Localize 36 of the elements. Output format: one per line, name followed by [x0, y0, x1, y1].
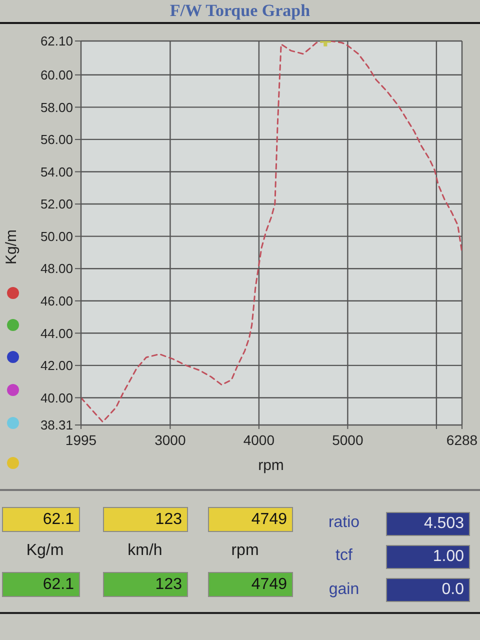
value-field: 4749	[208, 507, 293, 532]
y-tick-label: 40.00	[40, 390, 73, 406]
value-field: 62.1	[2, 507, 80, 532]
text: tcf	[334, 546, 354, 566]
y-tick-label: 60.00	[40, 68, 73, 83]
y-tick-label: 54.00	[40, 164, 73, 180]
value-field: 62.1	[2, 572, 80, 597]
y-tick-label: 48.00	[40, 261, 73, 276]
y-tick-label: 44.00	[40, 326, 73, 341]
text: gain	[328, 580, 360, 600]
y-tick-label: 42.00	[40, 358, 73, 374]
x-tick-label: 3000	[154, 432, 186, 448]
text: Kg/m	[25, 541, 65, 561]
text: km/h	[126, 541, 164, 561]
text: ratio	[327, 513, 361, 533]
y-axis-title: Kg/m	[3, 228, 21, 267]
x-tick-label: 4000	[243, 432, 275, 448]
chart-title: F/W Torque Graph	[170, 1, 310, 20]
y-tick-label: 46.00	[40, 293, 73, 308]
y-tick-label: 58.00	[40, 100, 73, 115]
value-field: 4.503	[386, 512, 470, 536]
x-tick-label: 1995	[65, 432, 97, 448]
x-tick-label: 6288	[446, 432, 478, 448]
y-tick-label: 62.10	[40, 34, 73, 49]
y-tick-label: 52.00	[40, 196, 73, 212]
value-field: 0.0	[386, 578, 470, 602]
value-field: 4749	[208, 572, 293, 597]
y-tick-label: 38.31	[40, 418, 73, 433]
x-tick-label: 5000	[332, 432, 364, 448]
text: rpm	[230, 541, 260, 561]
value-field: 1.00	[386, 545, 470, 569]
value-field: 123	[103, 507, 188, 532]
value-field: 123	[103, 572, 188, 597]
x-axis-title: rpm	[257, 457, 285, 474]
y-tick-label: 50.00	[40, 228, 73, 244]
y-tick-label: 56.00	[40, 132, 73, 148]
